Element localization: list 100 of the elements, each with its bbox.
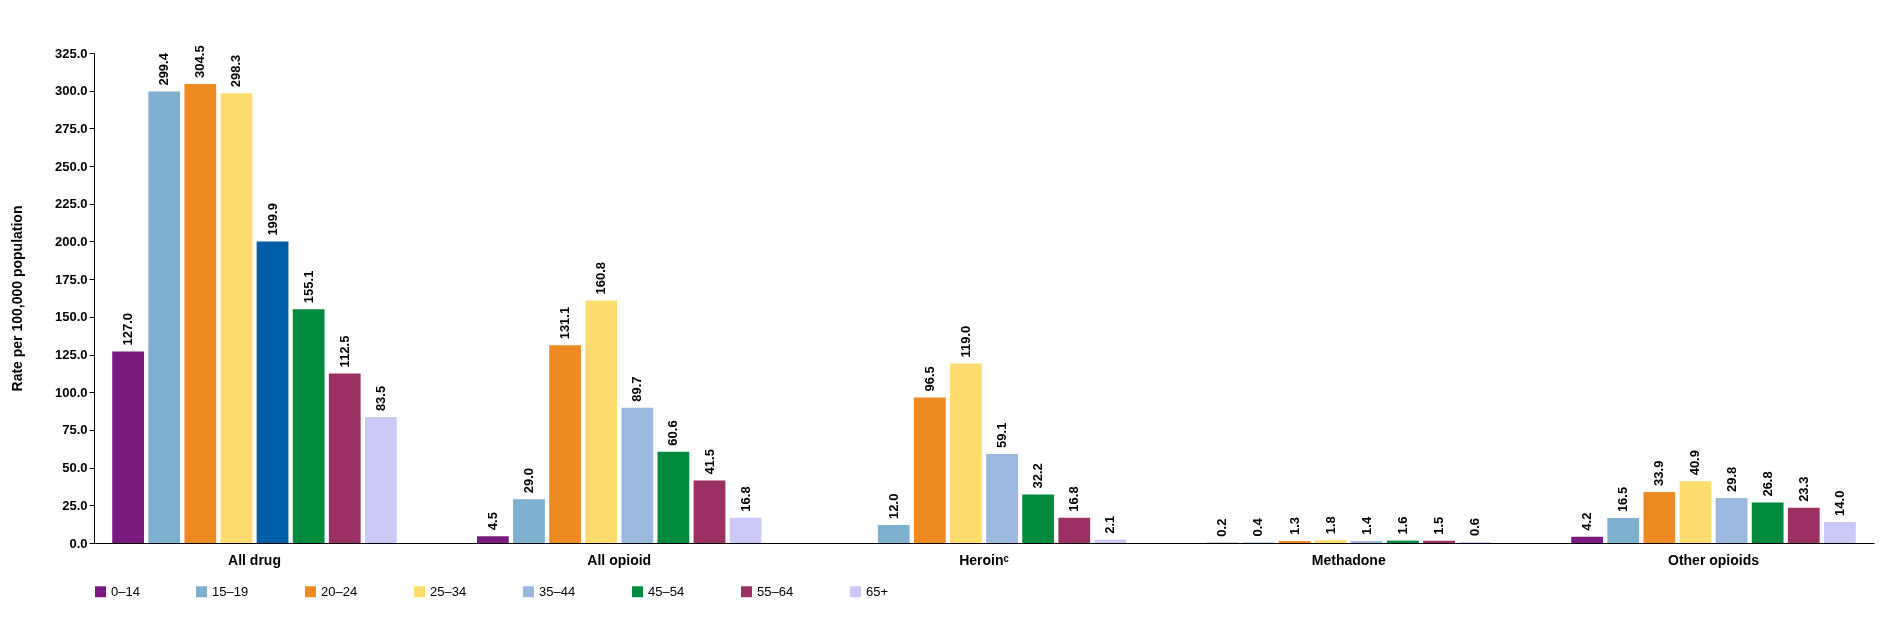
legend-label: 35–44 — [539, 583, 576, 599]
data-label: 14.0 — [1831, 490, 1847, 516]
data-label: 1.6 — [1394, 516, 1410, 535]
data-label: 4.2 — [1579, 512, 1595, 531]
legend-label: 55–64 — [757, 583, 794, 599]
data-label: 1.8 — [1322, 516, 1338, 535]
bar — [1350, 540, 1383, 543]
data-label: 0.4 — [1250, 517, 1266, 537]
x-tick-label: Methadone — [1311, 551, 1386, 568]
bar — [220, 93, 253, 543]
data-label: 89.7 — [629, 376, 645, 402]
data-label: 0.6 — [1467, 518, 1483, 537]
y-tick-label: 25.0 — [62, 497, 88, 513]
bar — [476, 536, 509, 543]
data-label: 160.8 — [593, 262, 609, 295]
bar — [184, 83, 217, 543]
legend-label: 45–54 — [648, 583, 685, 599]
bar — [1679, 481, 1712, 543]
y-tick-label: 275.0 — [54, 120, 88, 136]
y-tick-label: 250.0 — [54, 158, 88, 174]
bar — [256, 241, 289, 543]
bar — [1643, 491, 1676, 543]
data-label: 16.8 — [1066, 486, 1082, 512]
data-label: 119.0 — [957, 325, 973, 358]
bar — [1314, 540, 1347, 543]
y-tick-label: 300.0 — [54, 83, 88, 99]
data-label: 298.3 — [228, 54, 244, 88]
bar — [1571, 536, 1604, 543]
data-label: 0.2 — [1214, 518, 1230, 537]
data-label: 96.5 — [921, 366, 937, 392]
legend-label: 0–14 — [111, 583, 140, 599]
y-tick-label: 225.0 — [54, 196, 88, 212]
data-label: 23.3 — [1795, 476, 1811, 502]
data-label: 29.0 — [520, 467, 536, 494]
bar — [1715, 498, 1748, 543]
data-label: 299.4 — [156, 52, 172, 86]
y-axis-title: Rate per 100,000 population — [8, 205, 25, 392]
x-tick-label: All opioid — [587, 551, 652, 568]
y-tick-label: 0.0 — [69, 535, 88, 551]
bar — [1823, 521, 1856, 543]
data-label: 4.5 — [484, 512, 500, 531]
data-label: 1.3 — [1286, 516, 1302, 536]
y-tick-label: 150.0 — [54, 309, 88, 325]
data-label: 16.8 — [737, 486, 753, 512]
data-label: 1.4 — [1358, 516, 1374, 535]
x-tick-label: Other opioids — [1668, 551, 1760, 568]
bar — [729, 517, 762, 543]
x-tick-label: All drug — [228, 551, 281, 568]
bar — [986, 453, 1018, 543]
data-label: 29.8 — [1723, 466, 1739, 493]
y-tick-label: 175.0 — [54, 271, 88, 287]
data-label: 60.6 — [665, 420, 681, 446]
legend-label: 15–19 — [212, 583, 249, 599]
y-tick-label: 325.0 — [54, 45, 88, 61]
data-label: 112.5 — [336, 335, 352, 368]
bar — [1787, 507, 1820, 543]
bar — [693, 480, 726, 543]
y-tick-label: 50.0 — [62, 460, 88, 476]
data-label: 304.5 — [192, 45, 208, 78]
data-label: 26.8 — [1759, 471, 1775, 497]
bar — [112, 351, 145, 543]
y-tick-label: 125.0 — [54, 347, 88, 363]
bar — [621, 407, 654, 543]
bar — [148, 91, 181, 543]
bar — [364, 417, 397, 543]
y-tick-label: 75.0 — [62, 422, 88, 438]
bar — [292, 309, 325, 543]
x-tick-label: Heroinᶜ — [959, 551, 1009, 568]
bar — [950, 363, 982, 543]
data-label: 12.0 — [885, 493, 901, 519]
bar — [513, 499, 545, 543]
data-label: 41.5 — [701, 449, 717, 475]
data-label: 83.5 — [372, 385, 388, 412]
data-label: 199.9 — [264, 203, 280, 236]
bar — [1058, 517, 1091, 543]
bar — [328, 373, 361, 543]
data-label: 131.1 — [557, 306, 573, 340]
data-label: 59.1 — [994, 422, 1010, 448]
y-tick-label: 200.0 — [54, 233, 88, 249]
bar — [1751, 502, 1784, 543]
bar — [585, 300, 618, 543]
data-label: 127.0 — [120, 312, 136, 346]
data-label: 2.1 — [1102, 515, 1118, 534]
legend-label: 65+ — [866, 583, 889, 599]
bar — [1607, 518, 1640, 543]
legend-label: 20–24 — [321, 583, 358, 599]
legend-label: 25–34 — [430, 583, 467, 599]
bar — [1094, 539, 1127, 543]
data-label: 16.5 — [1615, 486, 1631, 513]
data-label: 40.9 — [1687, 450, 1703, 476]
bar — [549, 345, 581, 543]
data-label: 33.9 — [1651, 460, 1667, 486]
data-label: 155.1 — [300, 270, 316, 304]
bar — [657, 451, 690, 543]
data-label: 32.2 — [1030, 463, 1046, 489]
y-tick-label: 100.0 — [54, 384, 88, 400]
bar — [913, 397, 946, 543]
bar — [877, 524, 910, 543]
data-label: 1.5 — [1431, 516, 1447, 535]
bar — [1022, 494, 1055, 543]
